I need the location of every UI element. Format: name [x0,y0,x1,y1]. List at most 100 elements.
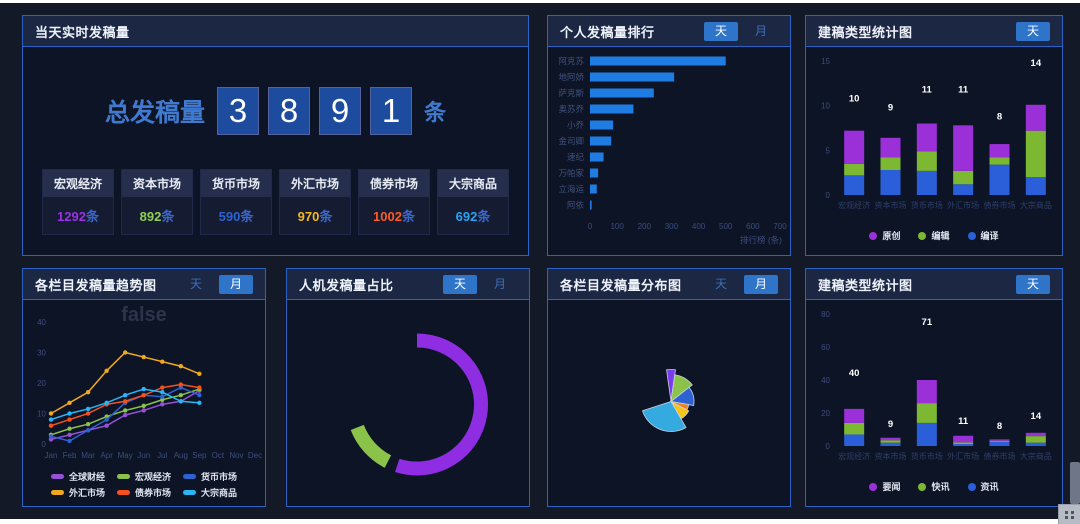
chart-legend: 全球财经 宏观经济 货币市场外汇市场 债券市场 大宗商品 [23,466,265,499]
svg-text:大宗商品: 大宗商品 [1020,200,1052,210]
svg-text:地阿娇: 地阿娇 [558,72,584,82]
svg-text:11: 11 [958,85,969,96]
legend-label: 宏观经济 [134,472,171,482]
legend-label: 外汇市场 [68,488,105,498]
svg-text:20: 20 [37,379,46,388]
panel-body: 0 5 10 15 10 宏观经济 9 资本市场 11 货币市场 11 外汇市场 8 债券市场 14 大宗商品… [806,47,1062,255]
tab-month[interactable]: 月 [743,274,778,294]
legend-marker-icon [116,490,130,495]
category-card: 大宗商品 692条 [437,169,509,235]
svg-text:Jan: Jan [45,451,58,460]
legend-label: 快讯 [931,482,950,492]
svg-text:14: 14 [1031,411,1042,422]
svg-text:30: 30 [37,349,46,358]
svg-text:100: 100 [610,222,624,231]
total-digit: 8 [268,87,310,135]
category-card-label: 宏观经济 [43,170,113,197]
svg-text:0: 0 [826,191,831,200]
panel-body: false 0 10 20 30 40 Jan Feb Mar Apr May Jun Jul Aug S… [23,300,265,506]
category-card: 债券市场 1002条 [358,169,430,235]
svg-text:Dec: Dec [248,451,262,460]
tab-group: 天 [1015,21,1050,41]
svg-text:Feb: Feb [63,451,77,460]
legend-item[interactable]: 资讯 [967,480,999,493]
category-card: 外汇市场 970条 [279,169,351,235]
svg-text:速纪: 速纪 [567,152,585,162]
svg-text:8: 8 [997,421,1002,432]
total-digit: 1 [370,87,412,135]
category-card: 宏观经济 1292条 [42,169,114,235]
panel-title: 各栏目发稿量分布图 [560,277,682,293]
tab-day[interactable]: 天 [442,274,477,294]
legend-item[interactable]: 编译 [967,229,999,242]
tab-month[interactable]: 月 [493,276,506,291]
tab-day[interactable]: 天 [1015,21,1050,41]
svg-text:宏观经济: 宏观经济 [838,451,870,461]
legend-item[interactable]: 外汇市场 [50,486,105,499]
legend-item[interactable]: 全球财经 [50,470,105,483]
panel-title: 当天实时发稿量 [35,24,130,40]
legend-marker-icon [183,490,196,495]
svg-text:9: 9 [888,419,893,430]
tab-day[interactable]: 天 [1015,274,1050,294]
svg-text:Jun: Jun [137,451,150,460]
total-unit: 条 [424,100,447,125]
legend-item[interactable]: 大宗商品 [183,486,237,499]
panel-body: 0 20 40 60 80 40 宏观经济 9 资本市场 71 货币市场 11 外汇市场 8 债券市场 14 大… [806,300,1062,506]
svg-text:Jul: Jul [157,451,167,460]
legend-item[interactable]: 要闻 [869,480,900,493]
svg-text:71: 71 [922,317,933,328]
legend-item[interactable]: 宏观经济 [116,470,171,483]
svg-text:40: 40 [821,376,830,385]
draft-type-stacked-bar-chart: 0 5 10 15 10 宏观经济 9 资本市场 11 货币市场 11 外汇市场 8 债券市场 14 大宗商品 [821,57,1052,210]
tab-group: 天月 [704,274,778,294]
distribution-rose-chart [641,369,695,432]
tab-month[interactable]: 月 [754,23,767,38]
panel-title: 各栏目发稿量趋势图 [35,277,157,293]
legend-label: 货币市场 [201,472,238,482]
category-card-label: 资本市场 [122,170,192,197]
svg-text:200: 200 [638,222,652,231]
svg-text:80: 80 [821,310,830,319]
svg-text:阿克苏: 阿克苏 [558,56,584,66]
panel-body: 阿克苏 地阿娇 萨克斯 奥苏乔 小乔 金司卿 速纪 万帕家 立海运 阿依 0 100 200 300 400… [548,47,790,255]
svg-text:大宗商品: 大宗商品 [1020,451,1052,461]
panel-header: 各栏目发稿量趋势图 天 月 [23,269,265,300]
svg-text:Aug: Aug [174,451,188,460]
svg-text:债券市场: 债券市场 [984,200,1016,210]
svg-text:宏观经济: 宏观经济 [838,200,870,210]
svg-text:9: 9 [888,103,893,114]
tab-month[interactable]: 月 [218,274,253,294]
panel-header: 建稿类型统计图 天 [806,269,1062,300]
legend-item[interactable]: 编辑 [918,229,950,242]
legend-marker-icon [183,474,196,479]
svg-text:债券市场: 债券市场 [984,451,1016,461]
tab-day[interactable]: 天 [189,276,202,291]
tab-day[interactable]: 天 [714,276,727,291]
category-card-label: 大宗商品 [438,170,508,197]
svg-text:Mar: Mar [81,451,95,460]
svg-text:货币市场: 货币市场 [911,451,943,461]
svg-text:700: 700 [773,222,787,231]
legend-marker-icon [918,482,927,491]
legend-item[interactable]: 快讯 [918,480,950,493]
legend-marker-icon [918,231,927,240]
svg-text:5: 5 [826,146,831,155]
vertical-scrollbar-thumb[interactable] [1070,462,1080,504]
trend-line-chart: 0 10 20 30 40 Jan Feb Mar Apr May Jun Jul Aug Sep Oct N… [37,318,262,460]
category-card-label: 货币市场 [201,170,271,197]
svg-text:600: 600 [746,222,760,231]
legend-item[interactable]: 货币市场 [183,470,237,483]
scrollbar-corner[interactable] [1058,504,1080,524]
tab-day[interactable]: 天 [703,21,738,41]
legend-marker-icon [869,231,878,240]
legend-item[interactable]: 原创 [869,229,900,242]
category-card-label: 债券市场 [359,170,429,197]
svg-text:资本市场: 资本市场 [875,451,907,461]
legend-marker-icon [967,231,976,240]
category-card: 货币市场 590条 [200,169,272,235]
panel-title: 人机发稿量占比 [299,277,394,293]
legend-item[interactable]: 债券市场 [116,486,171,499]
svg-text:Oct: Oct [212,451,225,460]
